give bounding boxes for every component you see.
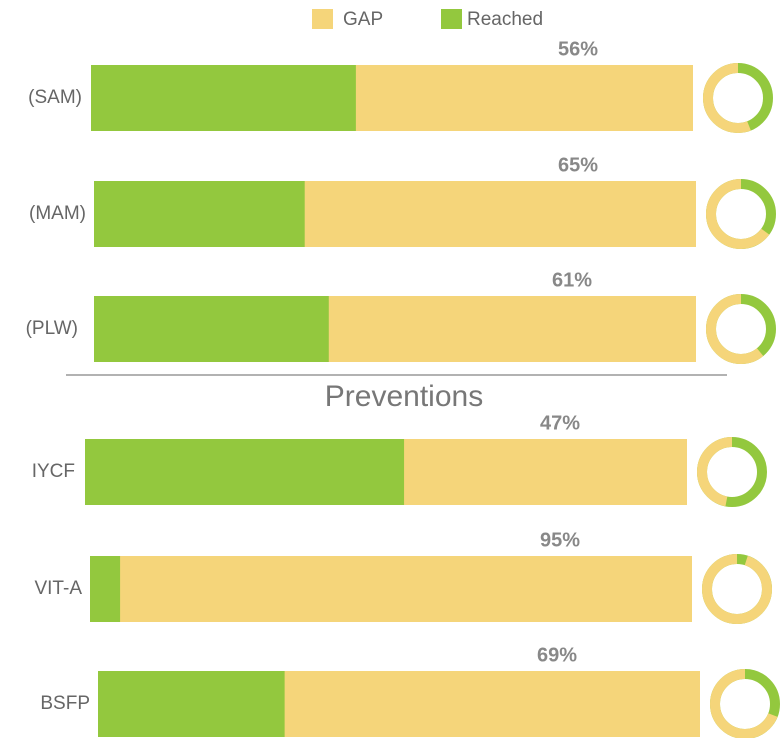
section-title: Preventions [325,380,483,413]
legend-label: GAP [343,9,383,30]
value-label: 69% [537,644,577,666]
bar-gap [120,556,693,622]
value-label: 65% [558,154,598,176]
category-label: (MAM) [29,203,86,224]
donut-gap [710,669,780,738]
category-label: VIT-A [34,578,82,599]
category-label: IYCF [32,461,75,482]
value-label: 61% [552,269,592,291]
value-label: 47% [540,412,580,434]
value-label: 95% [540,529,580,551]
legend-swatch [441,9,462,29]
category-label: (SAM) [28,87,82,108]
legend-swatch [312,9,333,29]
bar-gap [328,296,696,362]
donut-gap [706,294,776,364]
bar-gap [304,181,696,247]
bar-gap [355,65,693,131]
category-label: BSFP [40,693,90,714]
donut-gap [703,63,773,133]
bar-gap [404,439,687,505]
donut-gap [706,179,776,249]
donut-gap [697,437,767,507]
value-label: 56% [558,38,598,60]
bar-gap [284,671,700,737]
donut-gap [702,554,772,624]
legend-label: Reached [467,9,543,30]
category-label: (PLW) [26,318,78,339]
